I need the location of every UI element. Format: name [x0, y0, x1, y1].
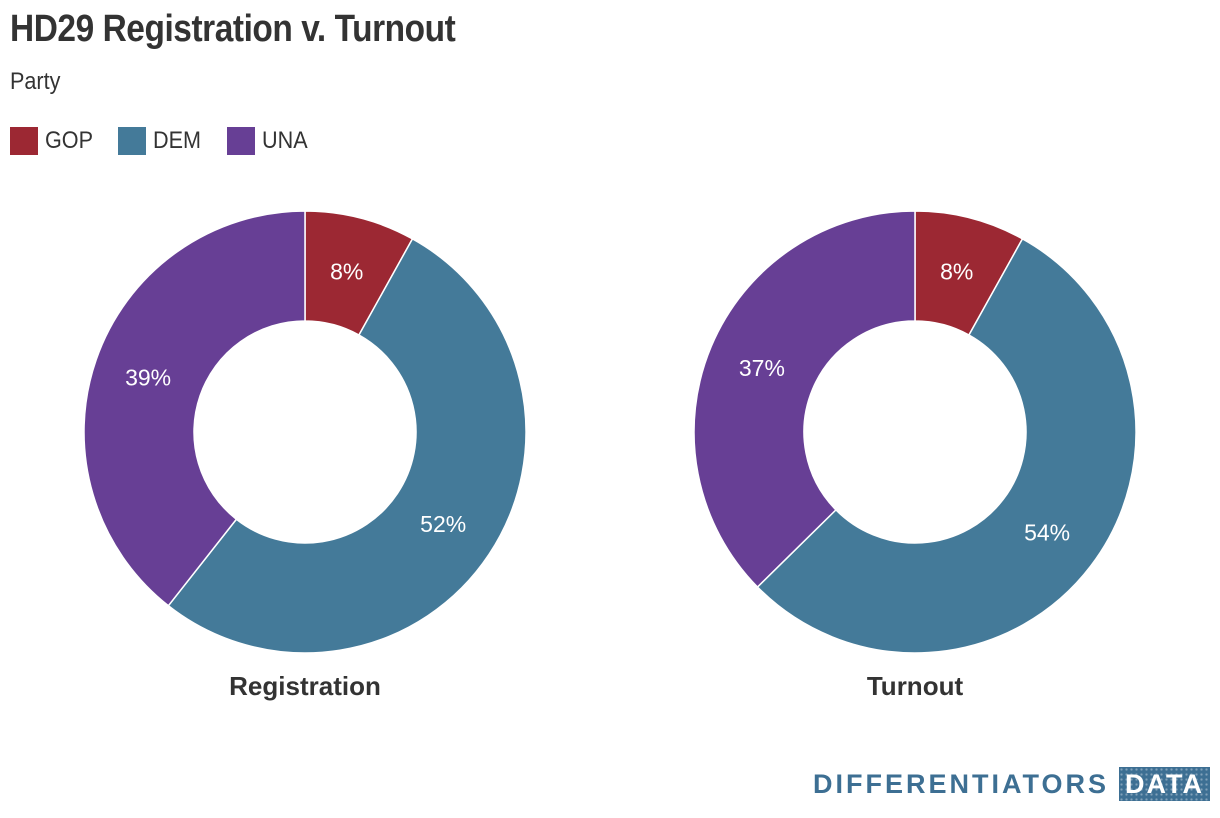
chart-title: HD29 Registration v. Turnout — [10, 8, 456, 50]
legend-item-gop[interactable]: GOP — [10, 127, 98, 155]
legend-item-dem[interactable]: DEM — [118, 127, 206, 155]
legend-title: Party — [10, 68, 61, 95]
slice-label-dem: 54% — [1024, 520, 1070, 546]
brand-logo: DIFFERENTIATORS DATA — [813, 767, 1210, 801]
legend-label-una: UNA — [261, 127, 308, 154]
legend: GOP DEM UNA — [10, 127, 332, 155]
legend-item-una[interactable]: UNA — [226, 127, 313, 155]
slice-una[interactable] — [83, 210, 306, 607]
donut-title-registration: Registration — [229, 671, 381, 701]
slice-label-dem: 52% — [420, 511, 466, 537]
slice-label-gop: 8% — [940, 258, 973, 284]
donut-registration: 8% 52% 39% Registration — [83, 210, 527, 701]
slice-dem[interactable] — [167, 237, 527, 654]
slice-label-gop: 8% — [330, 258, 363, 284]
brand-box: DATA — [1119, 767, 1210, 801]
legend-swatch-una — [226, 127, 255, 155]
legend-label-gop: GOP — [45, 127, 94, 154]
slice-una[interactable] — [693, 210, 916, 589]
slice-label-una: 39% — [125, 365, 171, 391]
slice-dem[interactable] — [756, 237, 1137, 654]
legend-swatch-gop — [10, 127, 38, 155]
donut-title-turnout: Turnout — [867, 671, 964, 701]
legend-label-dem: DEM — [153, 127, 202, 154]
donut-turnout: 8% 54% 37% Turnout — [693, 210, 1137, 701]
legend-swatch-dem — [118, 127, 147, 155]
brand-word: DIFFERENTIATORS — [813, 768, 1110, 799]
slice-label-una: 37% — [739, 355, 785, 381]
